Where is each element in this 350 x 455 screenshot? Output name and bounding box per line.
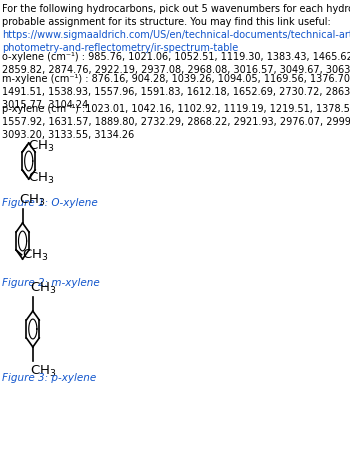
Text: CH$_3$: CH$_3$ [22,248,48,263]
Text: o-xylene (cm⁻¹) : 985.76, 1021.06, 1052.51, 1119.30, 1383.43, 1465.62, 1495.11, : o-xylene (cm⁻¹) : 985.76, 1021.06, 1052.… [2,52,350,75]
Text: Figure 3: p-xylene: Figure 3: p-xylene [2,372,96,382]
Text: CH$_3$: CH$_3$ [29,280,56,295]
Text: CH$_3$: CH$_3$ [28,170,54,185]
Text: CH$_3$: CH$_3$ [28,138,54,153]
Text: Figure 2: m-xylene: Figure 2: m-xylene [2,278,100,288]
Text: m-xylene (cm⁻¹) : 876.16, 904.28, 1039.26, 1094.05, 1169.56, 1376.70, 1397.17, 1: m-xylene (cm⁻¹) : 876.16, 904.28, 1039.2… [2,74,350,110]
Text: For the following hydrocarbons, pick out 5 wavenumbers for each hydrocarbon, and: For the following hydrocarbons, pick out… [2,4,350,27]
Text: CH$_3$: CH$_3$ [19,192,46,207]
Text: Figure 1: O-xylene: Figure 1: O-xylene [2,197,98,207]
Text: p-xylene (cm⁻¹) :1023.01, 1042.16, 1102.92, 1119.19, 1219.51, 1378.51, 1455.91, : p-xylene (cm⁻¹) :1023.01, 1042.16, 1102.… [2,104,350,140]
Text: https://www.sigmaaldrich.com/US/en/technical-documents/technical-article/analyti: https://www.sigmaaldrich.com/US/en/techn… [2,30,350,53]
Text: CH$_3$: CH$_3$ [29,363,56,378]
